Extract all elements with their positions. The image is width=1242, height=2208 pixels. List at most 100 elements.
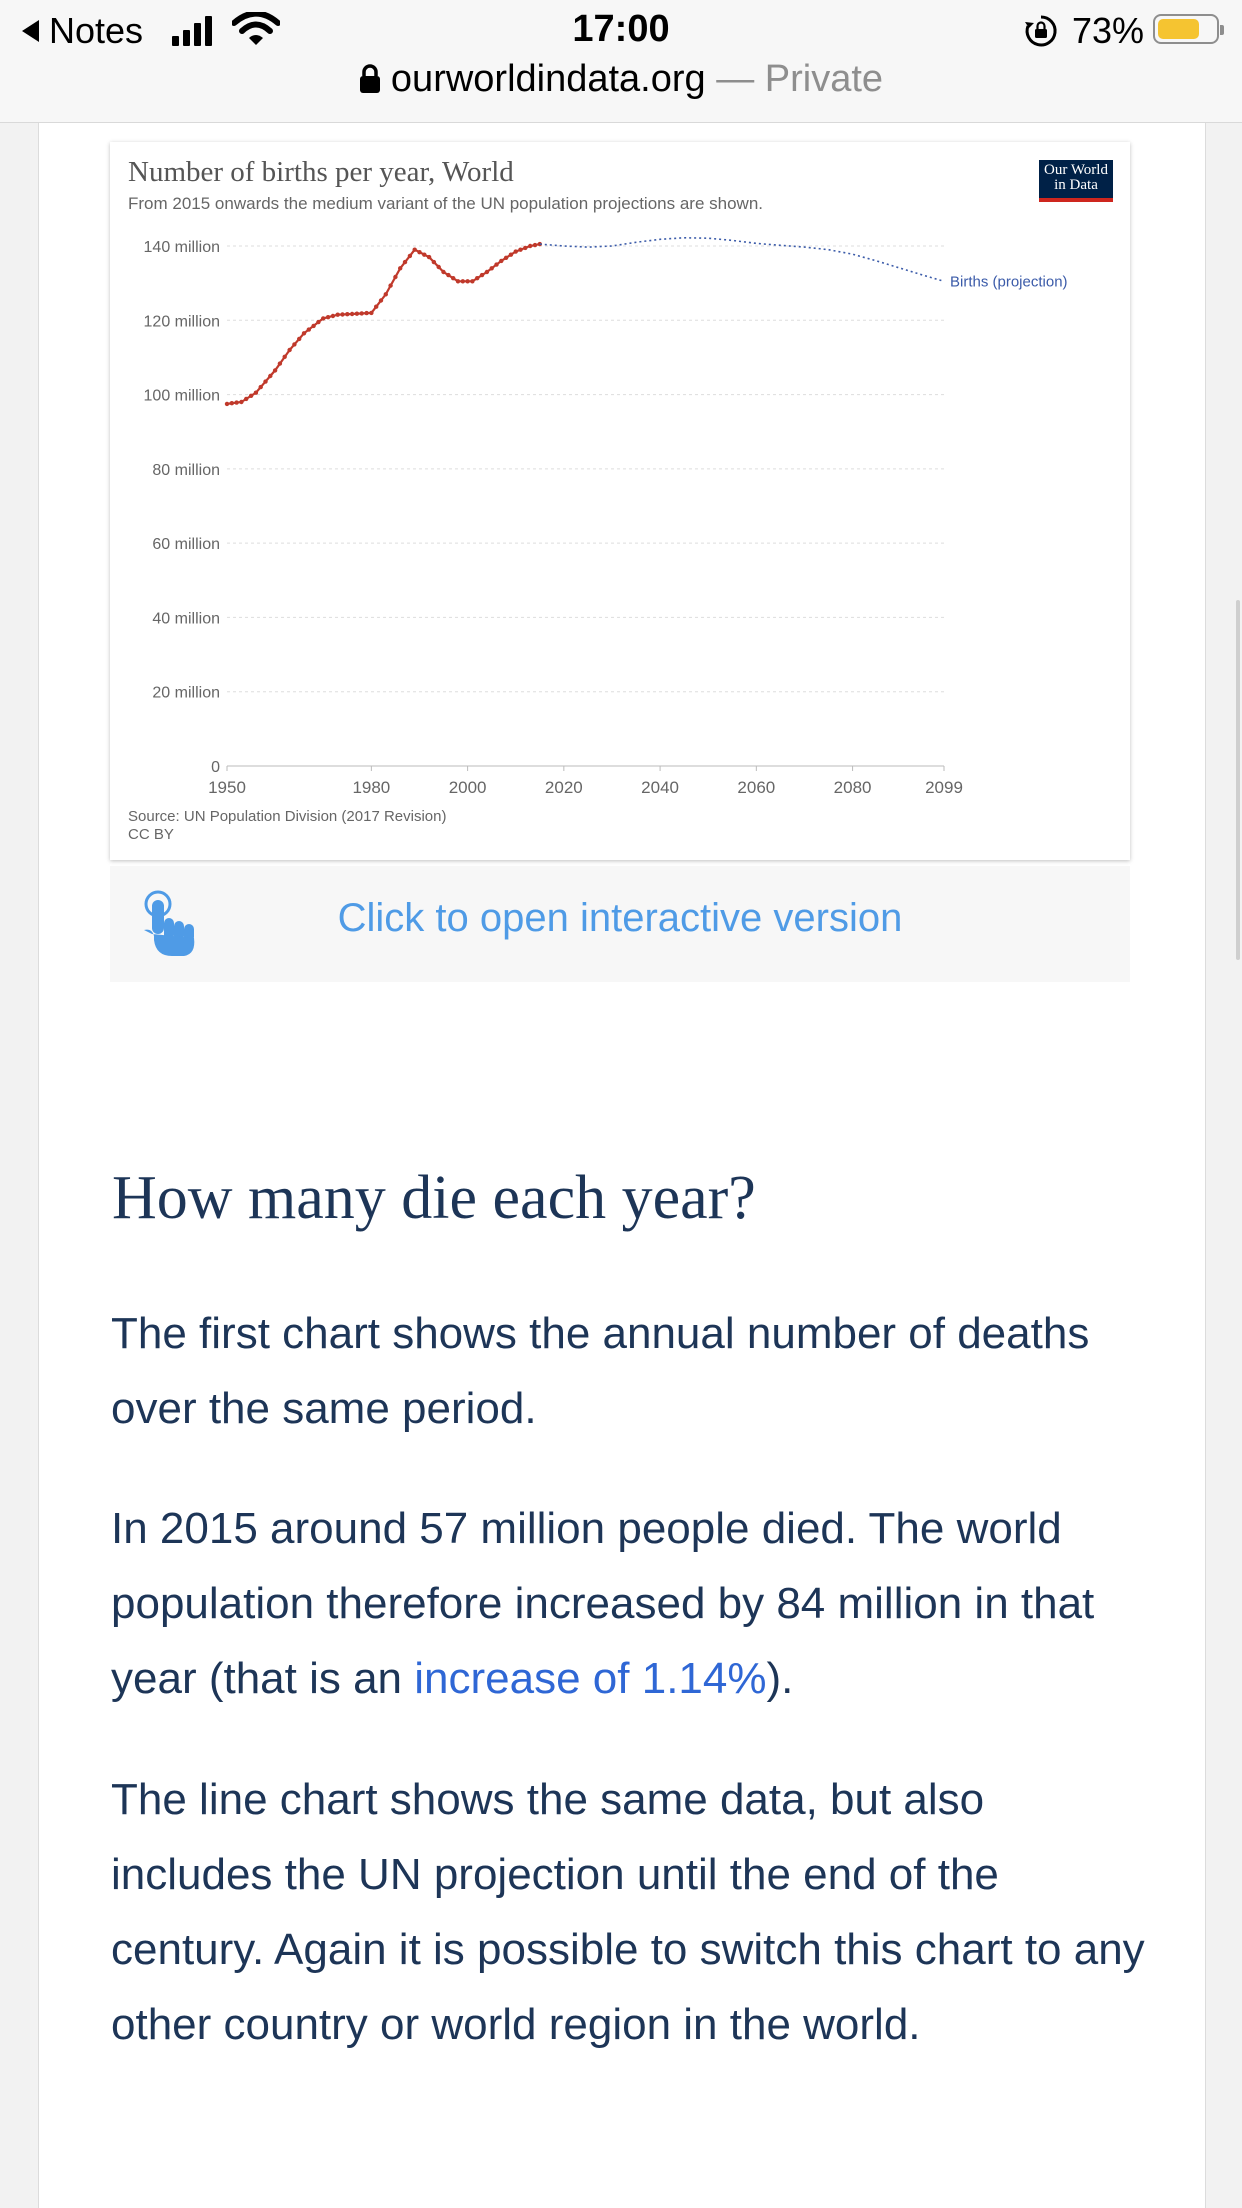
data-point [398,266,403,271]
chart-subtitle: From 2015 onwards the medium variant of … [128,194,764,213]
paragraph-text: ). [766,1654,794,1703]
data-point [455,279,461,284]
section-heading: How many die each year? [112,1164,756,1232]
data-point [258,384,263,390]
chart-source: Source: UN Population Division (2017 Rev… [128,808,447,825]
data-point [528,243,533,249]
chart-license: CC BY [128,826,174,843]
data-point [282,354,287,359]
data-point [393,274,398,280]
y-tick-label: 60 million [152,536,220,553]
historical-series-line [226,243,541,405]
back-to-notes-button[interactable]: Notes [22,10,143,52]
data-point [489,266,494,271]
address-bar[interactable]: ourworldindata.org — Private [0,58,1242,101]
data-point [422,252,427,257]
x-tick-label: 2099 [925,778,963,797]
data-point [513,249,518,254]
data-point [532,242,538,248]
paragraph: The first chart shows the annual number … [111,1309,1090,1433]
data-point [426,254,432,260]
x-tick-label: 2040 [641,778,679,797]
paragraph: The line chart shows the same data, but … [111,1775,1145,2049]
open-interactive-button[interactable]: Click to open interactive version [110,866,1130,982]
data-point [301,331,307,336]
x-tick-label: 2020 [545,778,583,797]
x-tick-label: 2000 [449,778,487,797]
data-point [470,279,475,284]
data-point [229,401,234,406]
data-point [268,373,273,379]
data-point [359,311,364,316]
pointing-hand-icon [144,890,195,956]
open-interactive-label: Click to open interactive version [337,896,903,940]
data-point [412,247,417,252]
data-point [306,327,311,332]
url-separator: — [716,58,755,100]
data-point [441,269,446,275]
data-point [234,400,239,405]
data-point [349,311,355,317]
chart-title: Number of births per year, World [128,156,514,188]
paragraph: In 2015 around 57 million people died. T… [111,1491,1151,1716]
y-tick-label: 20 million [152,685,220,702]
data-point [494,262,499,267]
data-point [436,264,441,270]
data-point [248,393,254,398]
data-point [345,312,350,317]
x-tick-label: 2080 [834,778,872,797]
data-point [417,250,422,255]
data-point [239,399,244,405]
y-tick-label: 0 [211,759,220,776]
data-point [277,361,283,366]
data-point [446,272,451,278]
owid-logo[interactable]: Our World in Data [1039,160,1113,202]
status-bar: Notes 17:00 73% ourworldindata.org — Pri… [0,0,1242,123]
data-point [287,347,292,353]
data-point [263,379,268,384]
data-point [523,245,528,251]
data-point [431,259,437,265]
data-point [316,319,321,325]
private-mode-label: Private [764,58,884,100]
data-point [465,279,470,284]
logo-line-2: in Data [1054,177,1098,193]
data-point [297,336,302,342]
data-point [499,258,504,264]
y-tick-label: 80 million [152,462,220,479]
data-point [383,292,388,297]
projection-series-line [539,236,945,283]
data-point [407,253,413,259]
data-point [518,247,523,252]
chart-plot: 0 20 million 40 million 60 million 80 millio… [144,236,1068,797]
data-point [330,313,336,319]
data-point [460,279,465,284]
lock-icon [359,64,380,93]
data-point [253,390,259,395]
scrollbar[interactable] [1236,600,1240,960]
y-tick-label: 140 million [144,239,220,256]
data-point [475,276,480,281]
growth-rate-link[interactable]: increase of 1.14% [414,1654,767,1703]
data-point [451,276,456,281]
series-label: Births (projection) [950,273,1068,290]
data-point [272,368,278,373]
data-point [388,283,393,288]
data-point [354,311,360,316]
paragraph-text: In 2015 around 57 million people died. T… [111,1504,1095,1703]
data-point [292,342,297,347]
back-label: Notes [49,10,144,51]
data-point [484,269,490,275]
cellular-signal-icon [172,14,212,46]
data-point [378,298,384,303]
births-chart[interactable]: 0 20 million 40 million 60 million 80 millio… [110,142,1130,860]
y-tick-label: 40 million [152,610,220,627]
rotation-lock-icon [1025,15,1057,47]
data-point [402,259,408,265]
x-tick-label: 1950 [208,778,246,797]
x-tick-label: 2060 [737,778,775,797]
data-point [508,252,514,257]
battery-icon [1153,14,1224,44]
data-point [224,401,230,407]
data-point [479,272,485,278]
